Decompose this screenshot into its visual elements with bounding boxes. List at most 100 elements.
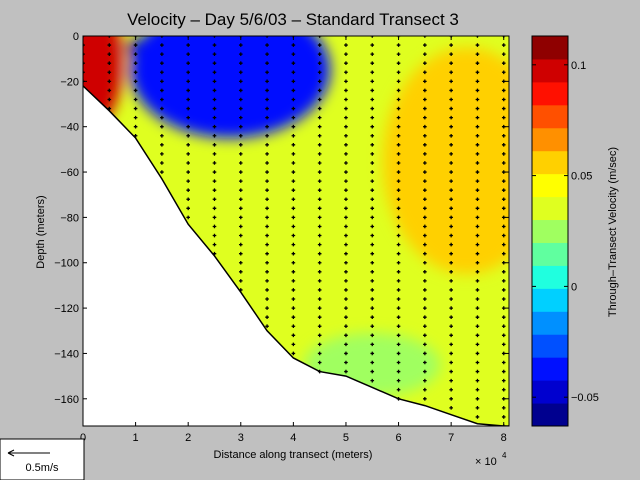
sample-point <box>265 315 269 319</box>
sample-point <box>449 260 453 265</box>
sample-point <box>344 152 348 156</box>
sample-point <box>501 133 506 138</box>
sample-point <box>396 52 401 56</box>
sample-point <box>291 79 296 84</box>
sample-point <box>238 270 243 274</box>
sample-point <box>501 260 506 265</box>
sample-point <box>238 170 243 174</box>
sample-point <box>265 270 269 274</box>
colorbar-frame <box>531 35 569 427</box>
sample-point <box>291 133 296 138</box>
colorbar-label: Through–Transect Velocity (m/sec) <box>607 147 619 317</box>
sample-point <box>186 170 190 174</box>
sample-point <box>370 351 375 356</box>
colorbar-tick-label: −0.05 <box>571 392 599 404</box>
sample-point <box>449 179 453 183</box>
y-tick-label: −120 <box>54 303 79 315</box>
sample-point <box>475 143 480 147</box>
sample-point <box>107 36 112 38</box>
sample-point <box>317 106 322 111</box>
sample-point <box>370 133 375 138</box>
sample-point <box>83 52 85 56</box>
sample-point <box>291 288 296 292</box>
sample-point <box>186 152 190 156</box>
sample-point <box>475 188 480 192</box>
sample-point <box>396 106 401 111</box>
sample-point <box>265 70 269 75</box>
sample-point <box>107 43 112 47</box>
colorbar-segment <box>532 311 568 335</box>
sample-point <box>160 124 164 129</box>
sample-point <box>449 306 453 310</box>
sample-point <box>317 260 322 265</box>
sample-point <box>423 233 427 238</box>
sample-point <box>475 224 480 229</box>
sample-point <box>317 170 322 174</box>
sample-point <box>396 215 401 220</box>
sample-point <box>475 324 480 329</box>
colorbar-tick-label: 0.1 <box>571 60 586 72</box>
sample-point <box>501 396 506 401</box>
sample-point <box>160 143 164 147</box>
sample-point <box>291 170 296 174</box>
sample-point <box>501 342 506 347</box>
sample-point <box>370 106 375 111</box>
sample-point <box>475 52 480 56</box>
x-axis-label: Distance along transect (meters) <box>214 449 373 461</box>
sample-point <box>449 297 453 301</box>
sample-point <box>449 115 453 120</box>
y-tick-label: −160 <box>54 394 79 406</box>
sample-point <box>475 106 480 111</box>
sample-point <box>160 97 164 102</box>
sample-point <box>186 52 190 56</box>
sample-point <box>186 97 190 102</box>
y-tick-label: −140 <box>54 348 79 360</box>
sample-point <box>291 52 296 56</box>
sample-point <box>344 61 348 66</box>
sample-point <box>212 133 217 138</box>
sample-point <box>475 378 480 383</box>
sample-point <box>317 179 322 183</box>
colorbar-tick-label: 0 <box>571 281 577 293</box>
sample-point <box>186 188 190 192</box>
sample-point <box>396 288 401 292</box>
sample-point <box>475 242 480 247</box>
sample-point <box>396 170 401 174</box>
sample-point <box>212 88 217 93</box>
scale-arrowhead-icon <box>7 449 15 457</box>
sample-point <box>370 270 375 274</box>
x-axis: 0 1 2 3 4 5 6 7 8 <box>80 36 507 444</box>
sample-point <box>449 233 453 238</box>
sample-point <box>133 43 138 47</box>
sample-point <box>501 351 506 356</box>
sample-point <box>396 97 401 102</box>
sample-point <box>238 242 243 247</box>
sample-point <box>291 106 296 111</box>
sample-point <box>317 161 322 165</box>
sample-point <box>370 342 375 347</box>
y-tick-label: −100 <box>54 258 79 270</box>
sample-point <box>449 79 453 84</box>
sample-point <box>501 79 506 84</box>
sample-point <box>396 306 401 310</box>
sample-point <box>475 342 480 347</box>
sample-point <box>265 115 269 120</box>
sample-point <box>423 188 427 192</box>
sample-point <box>133 115 138 120</box>
sample-point <box>449 369 453 374</box>
sample-point <box>475 70 480 75</box>
sample-point <box>344 360 348 365</box>
sample-point <box>449 360 453 365</box>
velocity-scale-legend: 0.5m/s <box>0 438 85 480</box>
sample-point <box>501 97 506 102</box>
sample-point <box>370 242 375 247</box>
colorbar-segment <box>532 242 568 266</box>
sample-point <box>265 61 269 66</box>
sample-point <box>370 360 375 365</box>
sample-point <box>396 224 401 229</box>
sample-point <box>423 396 427 401</box>
sample-point <box>501 387 506 392</box>
sample-point <box>317 233 322 238</box>
sample-point <box>370 79 375 84</box>
sample-point <box>396 124 401 129</box>
